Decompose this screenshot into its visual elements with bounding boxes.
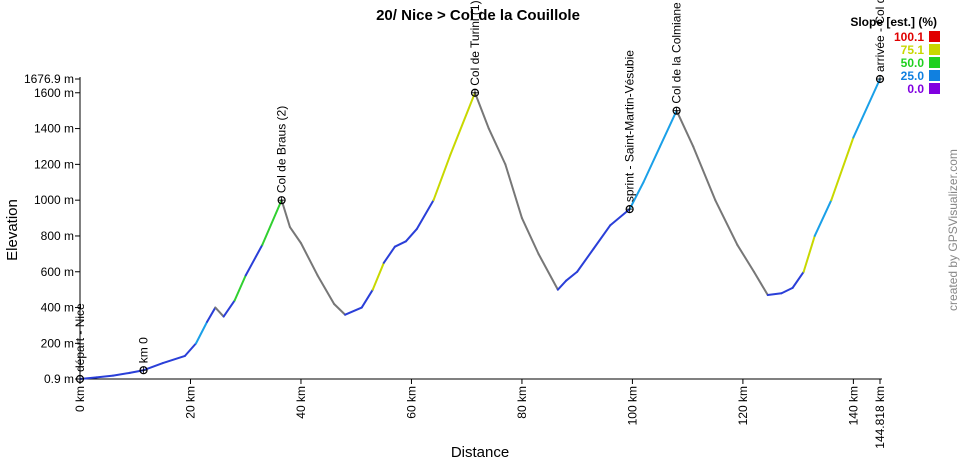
waypoint-label: sprint - Saint-Martin-Vésubie xyxy=(623,50,637,202)
y-tick-label: 600 m xyxy=(41,265,74,279)
x-tick-label: 120 km xyxy=(736,386,750,425)
x-tick-label: 0 km xyxy=(73,386,87,412)
elevation-segment xyxy=(675,109,695,148)
elevation-segment xyxy=(791,270,805,289)
elevation-segment xyxy=(714,199,739,246)
legend-swatch xyxy=(929,44,940,55)
elevation-segment xyxy=(288,226,302,245)
legend-swatch xyxy=(929,31,940,42)
waypoint-label: arrivée - Col de la Couillole xyxy=(873,0,887,72)
elevation-segment xyxy=(736,243,755,273)
elevation-segment xyxy=(565,270,579,282)
elevation-segment xyxy=(537,252,559,291)
elevation-segment xyxy=(504,163,523,220)
elevation-segment xyxy=(316,274,336,305)
elevation-segment xyxy=(261,199,283,246)
elevation-segment xyxy=(830,136,855,202)
waypoint-label: Col de Turini (1) xyxy=(468,0,482,85)
elevation-segment xyxy=(244,243,264,277)
plot-area: 0.9 m 200 m 400 m 600 m 800 m 1000 m 1200 m 140… xyxy=(24,0,887,449)
elevation-segment xyxy=(642,145,662,184)
x-tick-label: 80 km xyxy=(515,386,529,419)
y-axis-title: Elevation xyxy=(4,199,21,261)
elevation-segment xyxy=(432,154,452,202)
elevation-segment xyxy=(609,208,631,227)
y-tick-label: 1600 m xyxy=(34,86,74,100)
y-tick-label: 0.9 m xyxy=(44,372,74,386)
legend-swatch xyxy=(929,83,940,94)
x-tick-label: 20 km xyxy=(183,386,197,419)
waypoint-label: départ - Nice xyxy=(73,303,87,372)
y-tick-label: 1000 m xyxy=(34,193,74,207)
elevation-segment xyxy=(161,354,186,365)
elevation-segment xyxy=(360,288,374,309)
y-tick-label: 400 m xyxy=(41,301,74,315)
elevation-segment xyxy=(592,224,612,250)
elevation-segment xyxy=(802,234,816,273)
waypoint-label: Col de Braus (2) xyxy=(275,106,289,193)
x-axis-title: Distance xyxy=(451,444,509,460)
legend-value: 25.0 xyxy=(901,69,925,83)
elevation-segment xyxy=(692,145,717,202)
elevation-segment xyxy=(449,91,476,157)
elevation-segment xyxy=(415,199,435,230)
elevation-segment xyxy=(344,306,363,316)
elevation-segment xyxy=(280,199,291,229)
elevation-segment xyxy=(195,320,209,345)
legend-value: 100.1 xyxy=(894,30,924,44)
legend-value: 50.0 xyxy=(901,56,925,70)
x-tick-label: 40 km xyxy=(294,386,308,419)
elevation-segment xyxy=(382,245,396,264)
elevation-segment xyxy=(206,306,217,323)
elevation-segment xyxy=(333,302,347,316)
slope-legend: Slope [est.] (%) 100.175.150.025.00.0 xyxy=(850,15,940,96)
elevation-segment xyxy=(813,199,833,237)
elevation-segment xyxy=(371,261,385,291)
y-tick-label: 1676.9 m xyxy=(24,72,74,86)
legend-value: 0.0 xyxy=(907,82,924,96)
y-tick-label: 1200 m xyxy=(34,157,74,171)
elevation-segment xyxy=(628,181,645,211)
elevation-segment xyxy=(752,270,769,297)
x-tick-label: 144.818 km xyxy=(873,386,887,449)
elevation-segment xyxy=(214,306,225,318)
elevation-segment xyxy=(473,91,490,130)
x-tick-label: 140 km xyxy=(846,386,860,425)
elevation-segment xyxy=(222,299,236,318)
chart-title: 20/ Nice > Col de la Couillole xyxy=(376,7,580,24)
elevation-segment xyxy=(95,374,115,379)
y-tick-label: 1400 m xyxy=(34,122,74,136)
legend-value: 75.1 xyxy=(901,43,925,57)
elevation-segment xyxy=(766,292,783,297)
elevation-segment xyxy=(487,127,507,166)
y-tick-label: 200 m xyxy=(41,336,74,350)
elevation-segment xyxy=(183,342,198,357)
elevation-segment xyxy=(112,371,131,377)
x-tick-label: 100 km xyxy=(625,386,639,425)
x-tick-label: 60 km xyxy=(404,386,418,419)
credit-text: created by GPSVisualizer.com xyxy=(946,149,960,311)
legend-swatch xyxy=(929,57,940,68)
elevation-segment xyxy=(299,242,319,277)
waypoint-label: km 0 xyxy=(137,337,151,363)
elevation-segment xyxy=(556,279,568,291)
elevation-segment xyxy=(659,109,678,148)
elevation-segment xyxy=(852,78,881,139)
elevation-segment xyxy=(128,369,145,374)
elevation-segment xyxy=(404,227,418,243)
elevation-segment xyxy=(393,240,407,248)
legend-swatch xyxy=(929,70,940,81)
elevation-segment xyxy=(520,217,540,255)
legend-title: Slope [est.] (%) xyxy=(850,15,937,29)
elevation-segment xyxy=(780,286,794,295)
elevation-segment xyxy=(233,274,247,302)
waypoint-label: Col de la Colmiane xyxy=(670,2,684,104)
elevation-segment xyxy=(576,247,595,273)
y-tick-label: 800 m xyxy=(41,229,74,243)
